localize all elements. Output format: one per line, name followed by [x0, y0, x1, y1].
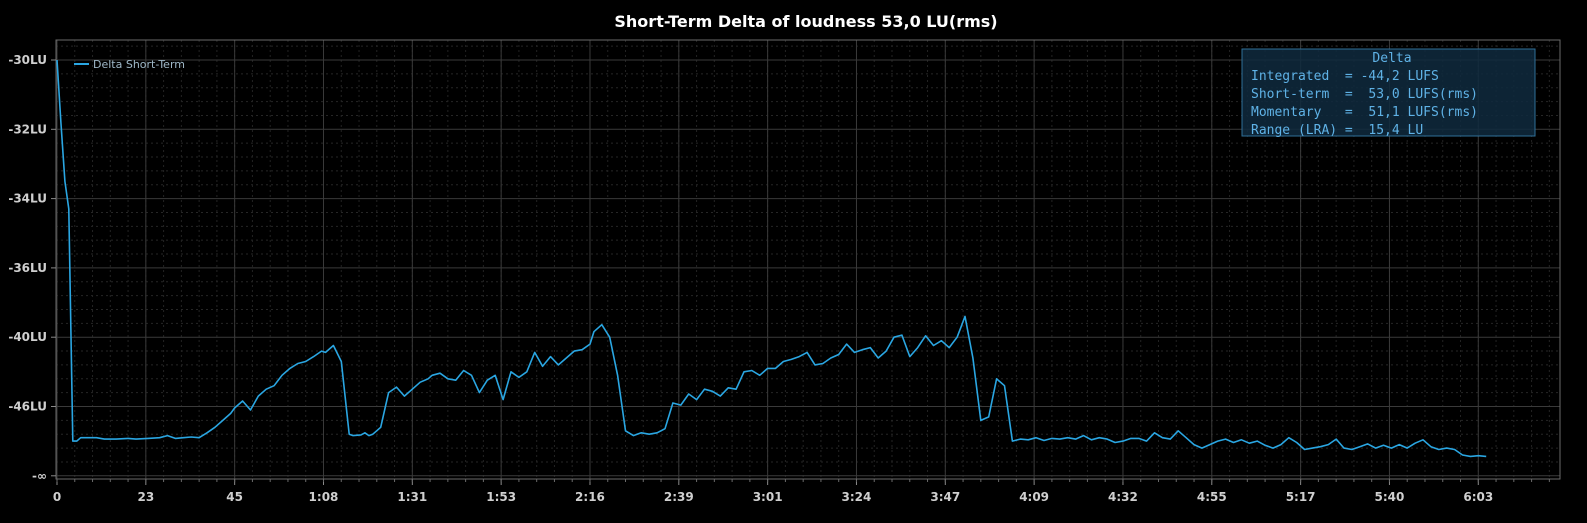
x-tick-label: 45	[226, 490, 243, 504]
x-tick-label: 5:40	[1375, 490, 1405, 504]
x-tick-label: 3:01	[753, 490, 783, 504]
major-gridlines	[56, 40, 1560, 479]
y-tick-label: -∞	[32, 469, 47, 483]
series-group	[56, 59, 1487, 458]
info-integrated: Integrated = -44,2 LUFS	[1251, 69, 1439, 84]
info-short-term: Short-term = 53,0 LUFS(rms)	[1251, 87, 1478, 102]
series-line-delta-short-term	[56, 59, 1487, 458]
y-tick-label: -40LU	[8, 330, 47, 344]
x-tick-label: 4:09	[1019, 490, 1049, 504]
info-box-panel	[1241, 48, 1536, 137]
minor-gridlines	[56, 40, 1560, 479]
x-tick-label: 1:08	[309, 490, 339, 504]
y-tick-label: -46LU	[8, 400, 47, 414]
info-momentary: Momentary = 51,1 LUFS(rms)	[1251, 105, 1478, 120]
x-tick-label: 4:32	[1108, 490, 1138, 504]
x-tick-label: 0	[53, 490, 61, 504]
info-box-header: Delta	[1372, 51, 1411, 66]
x-tick-label: 3:24	[842, 490, 872, 504]
x-tick-label: 5:17	[1286, 490, 1316, 504]
y-tick-label: -34LU	[8, 192, 47, 206]
info-box: Delta Integrated = -44,2 LUFS Short-term…	[1241, 48, 1536, 138]
x-tick-label: 1:31	[397, 490, 427, 504]
x-tick-label: 4:55	[1197, 490, 1227, 504]
y-tick-label: -30LU	[8, 53, 47, 67]
legend[interactable]: Delta Short-Term	[74, 58, 185, 71]
x-tick-label: 23	[137, 490, 154, 504]
info-range: Range (LRA) = 15,4 LU	[1251, 123, 1423, 138]
x-tick-label: 3:47	[930, 490, 960, 504]
chart-title: Short-Term Delta of loudness 53,0 LU(rms…	[614, 12, 997, 31]
plot-frame	[55, 39, 1561, 480]
x-tick-label: 1:53	[486, 490, 516, 504]
x-tick-label: 2:16	[575, 490, 605, 504]
y-axis: -30LU -32LU -34LU -36LU -40LU -46LU -∞	[8, 53, 56, 483]
y-tick-label: -36LU	[8, 261, 47, 275]
legend-label: Delta Short-Term	[93, 58, 185, 71]
x-axis: 0 23 45 1:08 1:31 1:53 2:16 2:39 3:01 3:24 3:47 4:0…	[53, 479, 1550, 504]
y-tick-label: -32LU	[8, 122, 47, 136]
x-tick-label: 6:03	[1463, 490, 1493, 504]
x-tick-label: 2:39	[664, 490, 694, 504]
